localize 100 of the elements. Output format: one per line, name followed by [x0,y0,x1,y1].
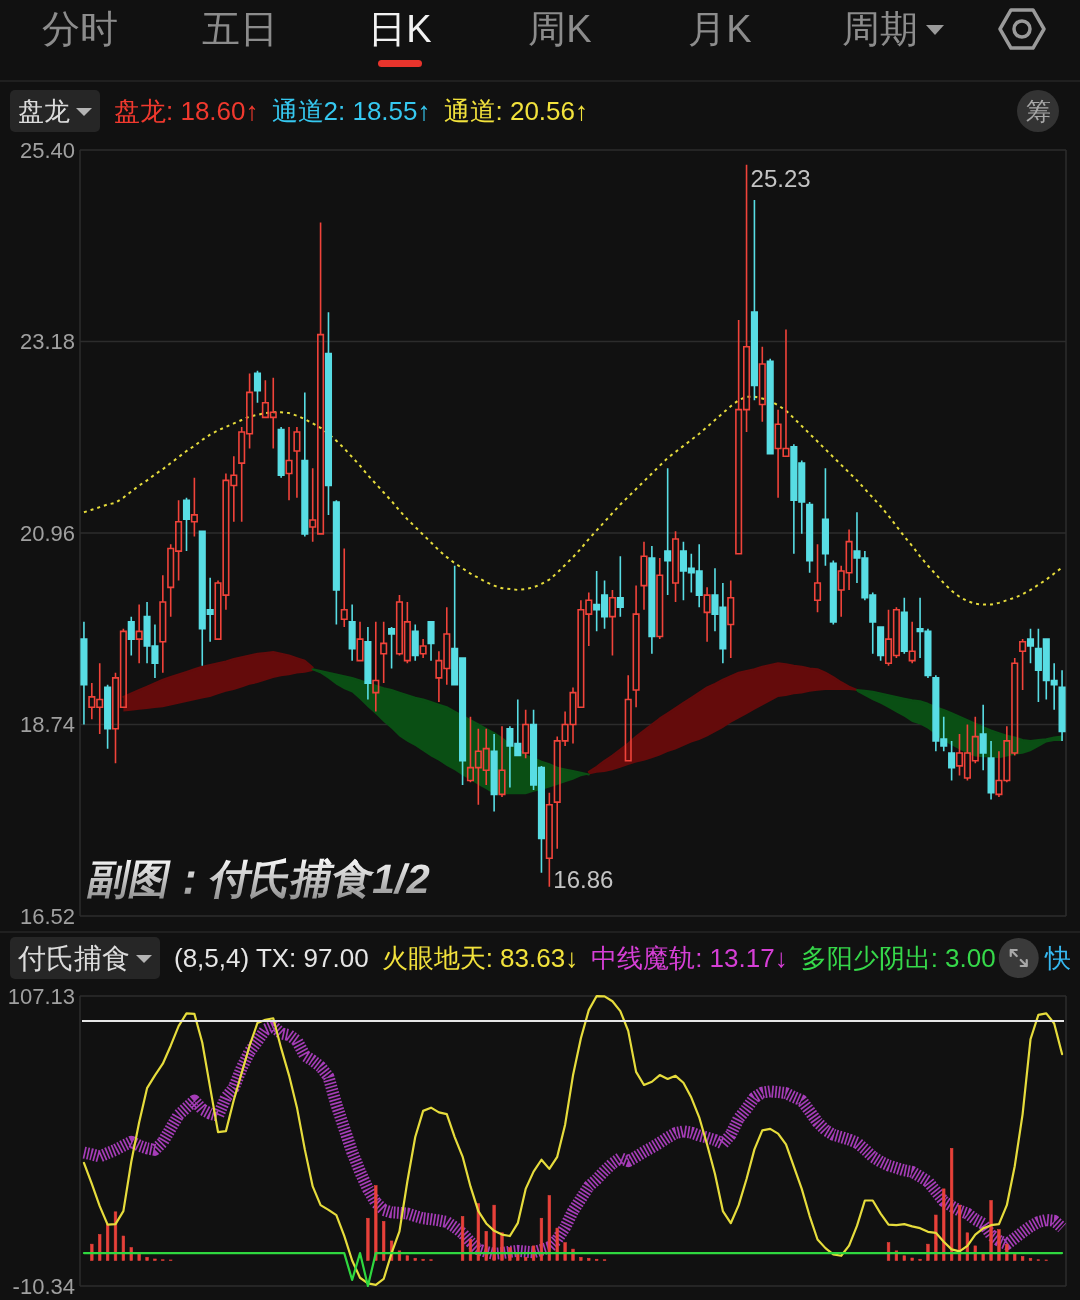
candlestick [1058,669,1066,742]
text: 多阳少阴出: 3.00 [800,943,996,973]
candlestick [364,626,372,701]
candlestick [388,626,396,670]
candlestick [419,638,427,659]
candlestick [277,426,285,479]
candlestick [324,311,333,516]
text: 快 [1043,943,1071,973]
bar [587,1257,591,1261]
candlestick [159,574,167,674]
annotation: 25.23 [750,164,811,192]
bar [516,1253,520,1261]
candlestick [750,199,758,401]
text: 月K [688,8,752,50]
candlestick [301,391,309,538]
y-tick-label: 20.96 [19,520,75,546]
text: 日K [368,8,432,50]
candlestick [332,499,340,626]
chart-title: 付氏捕食 [17,943,130,975]
candlestick [616,555,624,618]
candlestick [190,476,198,538]
candlestick [522,709,530,759]
bar [547,1195,551,1261]
bar [989,1200,993,1261]
candlestick [877,626,885,662]
bar [492,1204,496,1261]
text: 火眼地天: 83.63↓ [381,943,579,973]
bar [902,1255,906,1261]
candlestick [640,540,648,611]
bar [942,1188,946,1261]
candlestick [656,557,664,640]
candlestick [727,579,735,659]
candlestick [908,621,916,665]
bar [382,1221,386,1261]
y-tick-label: 18.74 [19,712,75,738]
bar [137,1253,141,1261]
candlestick [411,623,419,662]
candlestick [671,530,680,603]
bar [524,1256,528,1261]
bar [121,1235,125,1261]
candlestick [340,547,348,628]
candlestick [127,615,135,657]
candlestick [703,586,711,643]
candlestick [664,467,672,596]
bar [98,1234,102,1261]
candlestick [490,733,498,813]
candlestick [182,496,191,552]
annotation: 16.86 [553,865,614,893]
candlestick [498,725,506,798]
bar [910,1257,914,1261]
y-tick-label: 23.18 [19,329,75,355]
candlestick [821,467,829,567]
candlestick [135,603,143,665]
bar [950,1148,954,1261]
text: 盘龙: 18.60↑ [114,96,259,126]
text: 筹 [1025,97,1051,125]
text: 通道2: 18.55↑ [271,96,431,126]
candlestick [632,584,640,709]
candlestick [806,501,814,574]
bar [145,1256,149,1261]
line-series [82,994,1064,1287]
y-tick-label: 107.13 [7,983,75,1009]
bar [934,1214,938,1261]
bar [997,1229,1001,1261]
bar [555,1227,559,1261]
bar [460,1216,465,1261]
candlestick [380,621,388,684]
candlestick [348,603,356,662]
text: 通道: 20.56↑ [443,96,589,126]
candlestick [948,740,956,782]
text: 五日 [202,8,278,50]
annotation: 副图：付氏捕食1/2 [84,856,435,902]
candlestick [356,621,364,662]
candlestick [758,345,766,423]
candlestick [285,426,293,502]
candlestick [608,589,616,657]
line-series [82,395,1064,606]
bar [1028,1257,1033,1261]
candlestick [648,545,656,655]
candlestick [80,621,88,726]
bar [405,1255,409,1261]
bar [539,1217,544,1261]
candlestick [1026,627,1035,665]
candlestick [766,357,774,455]
candlestick [253,370,262,404]
candlestick [104,684,112,750]
y-tick-label: 16.52 [19,903,75,929]
bar [484,1231,488,1261]
candlestick [545,791,553,888]
bar [413,1257,417,1261]
text: 分时 [42,8,118,50]
bar [374,1185,378,1261]
text: 周K [528,8,592,50]
y-tick-label: 25.40 [19,137,75,163]
bar [1021,1256,1025,1261]
chart-title: 盘龙 [18,96,70,127]
candlestick [987,740,995,801]
candlestick [900,596,908,655]
candlestick [624,674,632,762]
bar [579,1256,583,1261]
